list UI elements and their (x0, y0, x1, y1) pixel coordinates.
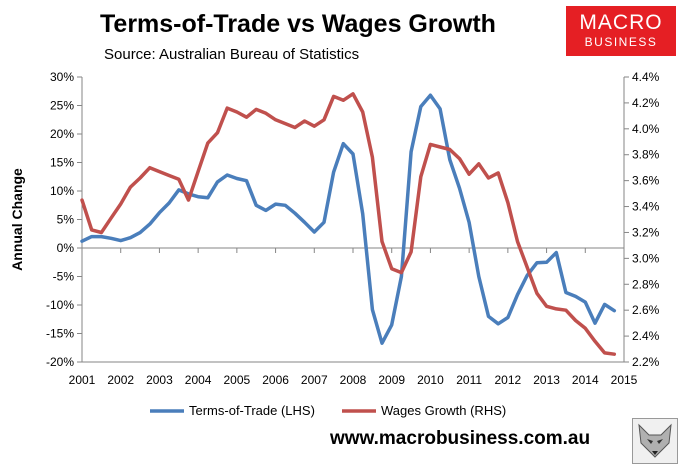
left-axis-tick-label: -20% (46, 355, 74, 369)
x-axis-tick-label: 2014 (572, 373, 599, 387)
left-axis-tick-label: 10% (50, 184, 74, 198)
logo-line1: MACRO (579, 11, 663, 34)
left-axis-tick-label: -10% (46, 298, 74, 312)
right-axis-tick-label: 2.8% (632, 277, 660, 291)
x-axis-tick-label: 2011 (456, 373, 482, 387)
logo-line2: BUSINESS (584, 35, 658, 49)
chart-axes: -20% -15% -10% -5% 0% 5% 10% 15% 20% 25% 30% 2.2% 2.… (9, 70, 660, 387)
chart-series (80, 92, 617, 356)
x-axis-tick-label: 2012 (495, 373, 522, 387)
x-axis-tick-label: 2010 (417, 373, 444, 387)
x-axis-tick-label: 2009 (378, 373, 405, 387)
left-axis-tick-label: -15% (46, 327, 74, 341)
left-axis-tick-label: 5% (57, 213, 75, 227)
x-axis-tick-label: 2007 (301, 373, 328, 387)
left-axis-tick-label: 20% (50, 127, 74, 141)
x-axis-tick-label: 2002 (107, 373, 134, 387)
legend-label-1: Terms-of-Trade (LHS) (189, 403, 315, 418)
right-axis-tick-label: 3.6% (632, 174, 660, 188)
right-axis-tick-label: 4.4% (632, 70, 660, 84)
right-axis-tick-label: 4.0% (632, 122, 660, 136)
right-axis-tick-label: 2.6% (632, 303, 660, 317)
left-axis-tick-label: 30% (50, 70, 74, 84)
x-axis-tick-label: 2003 (146, 373, 173, 387)
right-axis-tick-label: 3.2% (632, 225, 660, 239)
chart-subtitle: Source: Australian Bureau of Statistics (104, 46, 360, 63)
x-axis-tick-label: 2001 (69, 373, 96, 387)
macrobusiness-logo: MACRO BUSINESS (566, 6, 676, 56)
left-axis-tick-label: -5% (53, 270, 75, 284)
right-axis-tick-label: 3.4% (632, 200, 660, 214)
chart-title: Terms-of-Trade vs Wages Growth (100, 10, 496, 38)
x-axis-tick-label: 2008 (340, 373, 367, 387)
x-axis-tick-label: 2005 (224, 373, 251, 387)
legend-label-2: Wages Growth (RHS) (381, 403, 506, 418)
x-axis-tick-label: 2013 (533, 373, 560, 387)
fox-icon (632, 418, 678, 464)
left-axis-tick-label: 15% (50, 156, 74, 170)
x-axis-tick-label: 2015 (611, 373, 638, 387)
left-axis-tick-label: 0% (57, 241, 75, 255)
y-axis-label: Annual Change (9, 168, 25, 271)
right-axis-tick-label: 4.2% (632, 96, 660, 110)
right-axis-tick-label: 2.2% (632, 355, 660, 369)
series-line-2 (80, 92, 617, 356)
right-axis-tick-label: 2.4% (632, 329, 660, 343)
right-axis-tick-label: 3.0% (632, 251, 660, 265)
series-line-1 (80, 93, 617, 345)
x-axis-tick-label: 2004 (185, 373, 212, 387)
left-axis-tick-label: 25% (50, 99, 74, 113)
chart-legend: Terms-of-Trade (LHS) Wages Growth (RHS) (150, 403, 506, 418)
website-url: www.macrobusiness.com.au (330, 428, 591, 449)
x-axis-tick-label: 2006 (262, 373, 289, 387)
right-axis-tick-label: 3.8% (632, 148, 660, 162)
